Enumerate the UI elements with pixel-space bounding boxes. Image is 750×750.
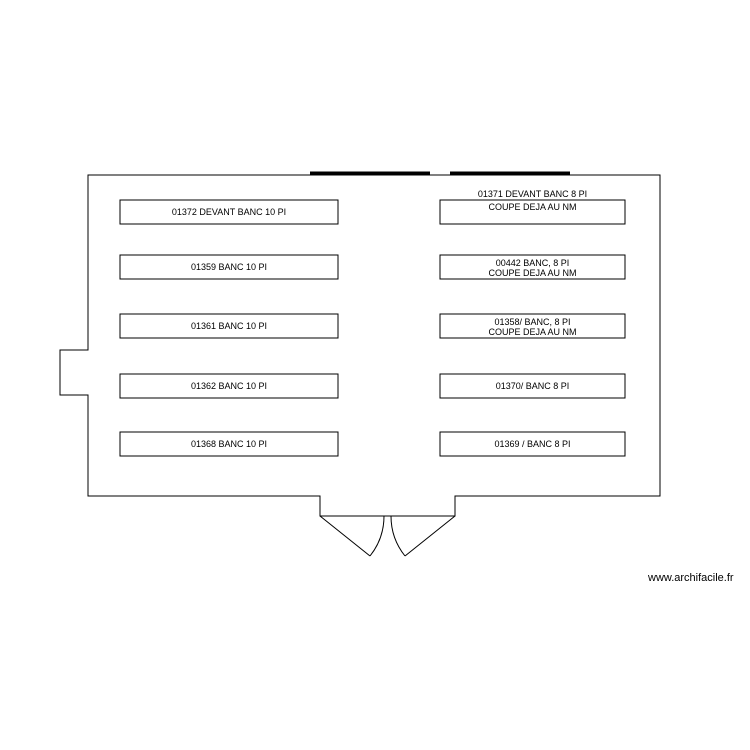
bench-label: 01359 BANC 10 PI	[191, 262, 267, 272]
bench-label: 01369 / BANC 8 PI	[494, 439, 570, 449]
bench-label: COUPE DEJA AU NM	[488, 327, 576, 337]
bench-01368: 01368 BANC 10 PI	[120, 432, 338, 456]
bench-01358: 01358/ BANC, 8 PICOUPE DEJA AU NM	[440, 314, 625, 338]
bench-01372: 01372 DEVANT BANC 10 PI	[120, 200, 338, 224]
bench-label: 01361 BANC 10 PI	[191, 321, 267, 331]
bench-label: 01368 BANC 10 PI	[191, 439, 267, 449]
bench-01359: 01359 BANC 10 PI	[120, 255, 338, 279]
bench-01369: 01369 / BANC 8 PI	[440, 432, 625, 456]
bench-01371: 01371 DEVANT BANC 8 PI COUPE DEJA AU NM	[440, 189, 625, 224]
bench-label: 00442 BANC, 8 PI	[496, 258, 570, 268]
watermark-link[interactable]: www.archifacile.fr	[648, 572, 734, 584]
bench-label: 01371 DEVANT BANC 8 PI	[478, 189, 587, 199]
bench-label: COUPE DEJA AU NM	[488, 202, 576, 212]
room-outline	[60, 175, 660, 516]
bench-01362: 01362 BANC 10 PI	[120, 374, 338, 398]
bench-label: 01372 DEVANT BANC 10 PI	[172, 207, 286, 217]
bench-01370: 01370/ BANC 8 PI	[440, 374, 625, 398]
door	[320, 516, 455, 556]
bench-label: COUPE DEJA AU NM	[488, 268, 576, 278]
bench-label: 01358/ BANC, 8 PI	[494, 317, 570, 327]
bench-label: 01370/ BANC 8 PI	[496, 381, 570, 391]
bench-01361: 01361 BANC 10 PI	[120, 314, 338, 338]
bench-label: 01362 BANC 10 PI	[191, 381, 267, 391]
bench-00442: 00442 BANC, 8 PICOUPE DEJA AU NM	[440, 255, 625, 279]
